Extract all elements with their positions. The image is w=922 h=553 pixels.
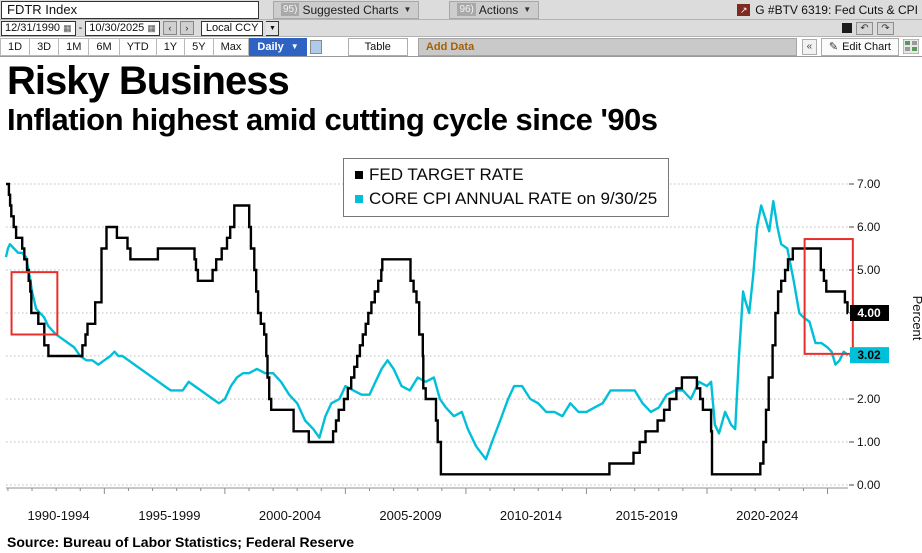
svg-text:2015-2019: 2015-2019 — [616, 508, 678, 523]
svg-text:2.00: 2.00 — [857, 392, 881, 406]
source-note: Source: Bureau of Labor Statistics; Fede… — [7, 534, 354, 550]
actions-number: 96) — [457, 3, 476, 16]
line-style-swatch[interactable] — [309, 39, 322, 54]
currency-value: Local CCY — [205, 22, 259, 34]
top-toolbar: FDTR Index 95) Suggested Charts ▼ 96) Ac… — [0, 0, 922, 20]
svg-text:4.00: 4.00 — [857, 306, 881, 320]
chart-toolbar: 1D 3D 1M 6M YTD 1Y 5Y Max Daily ▼ Table Add Dat… — [0, 37, 922, 57]
chart-area: 7.006.005.004.003.002.001.000.001990-199… — [0, 150, 922, 532]
calendar-icon[interactable]: ▦ — [63, 22, 72, 33]
window-square-icon[interactable] — [842, 23, 852, 33]
page-subtitle: Inflation highest amid cutting cycle sin… — [7, 102, 658, 138]
range-tab-ytd[interactable]: YTD — [119, 37, 157, 56]
chart-header: Risky Business Inflation highest amid cu… — [0, 57, 922, 150]
range-tab-6m[interactable]: 6M — [89, 37, 120, 56]
range-tab-3d[interactable]: 3D — [30, 37, 60, 56]
range-tab-1m[interactable]: 1M — [59, 37, 90, 56]
svg-text:1990-1994: 1990-1994 — [27, 508, 89, 523]
calendar-icon[interactable]: ▦ — [147, 22, 156, 33]
range-tab-max[interactable]: Max — [213, 37, 250, 56]
suggested-charts-button[interactable]: 95) Suggested Charts ▼ — [273, 0, 420, 19]
fed-series-swatch — [355, 171, 363, 179]
svg-text:Percent: Percent — [910, 296, 922, 341]
redo-button[interactable]: ↷ — [877, 21, 894, 35]
range-tab-1y[interactable]: 1Y — [156, 37, 186, 56]
chart-reference: ↗ G #BTV 6319: Fed Cuts & CPI — [737, 3, 922, 17]
currency-select[interactable]: Local CCY — [200, 20, 264, 36]
chart-toolbar-right: « ✎ Edit Chart — [801, 37, 919, 56]
ticker-input[interactable]: FDTR Index — [1, 0, 259, 19]
caret-down-icon[interactable]: ▼ — [266, 20, 280, 36]
date-to-input[interactable]: 10/30/2025 ▦ — [85, 20, 160, 36]
next-period-button[interactable]: › — [179, 21, 194, 35]
edit-chart-button[interactable]: ✎ Edit Chart — [820, 37, 899, 56]
collapse-button[interactable]: « — [801, 38, 817, 55]
page-title: Risky Business — [7, 59, 290, 103]
svg-text:1995-1999: 1995-1999 — [138, 508, 200, 523]
range-tabs: 1D 3D 1M 6M YTD 1Y 5Y Max — [0, 37, 250, 56]
range-tab-1d[interactable]: 1D — [0, 37, 31, 56]
date-from-input[interactable]: 12/31/1990 ▦ — [1, 20, 76, 36]
table-button[interactable]: Table — [347, 37, 408, 56]
period-select[interactable]: Daily ▼ — [249, 37, 307, 56]
svg-text:7.00: 7.00 — [857, 177, 881, 191]
suggested-charts-number: 95) — [281, 3, 300, 16]
svg-text:0.00: 0.00 — [857, 478, 881, 492]
external-link-icon[interactable]: ↗ — [737, 3, 751, 16]
svg-text:5.00: 5.00 — [857, 263, 881, 277]
chart-grid-icon[interactable] — [903, 39, 919, 54]
svg-text:6.00: 6.00 — [857, 220, 881, 234]
range-tab-5y[interactable]: 5Y — [185, 37, 214, 56]
prev-period-button[interactable]: ‹ — [162, 21, 177, 35]
caret-down-icon: ▼ — [290, 42, 299, 51]
date-separator: - — [78, 22, 83, 34]
legend-label-fed: FED TARGET RATE — [369, 165, 524, 184]
undo-button[interactable]: ↶ — [856, 21, 873, 35]
caret-down-icon: ▼ — [403, 5, 412, 14]
svg-text:2010-2014: 2010-2014 — [500, 508, 562, 523]
actions-button[interactable]: 96) Actions ▼ — [449, 0, 540, 19]
svg-text:2000-2004: 2000-2004 — [259, 508, 321, 523]
chart-reference-label: G #BTV 6319: Fed Cuts & CPI — [755, 2, 918, 17]
table-label: Table — [364, 40, 391, 53]
svg-text:2005-2009: 2005-2009 — [379, 508, 441, 523]
edit-chart-label: Edit Chart — [842, 40, 891, 53]
ticker-value: FDTR Index — [7, 2, 78, 17]
date-to-value: 10/30/2025 — [89, 22, 145, 34]
legend-item-cpi: CORE CPI ANNUAL RATE on 9/30/25 — [355, 187, 657, 211]
svg-text:3.02: 3.02 — [857, 348, 881, 362]
suggested-charts-label: Suggested Charts — [302, 2, 399, 17]
svg-text:1.00: 1.00 — [857, 435, 881, 449]
chart-legend: FED TARGET RATE CORE CPI ANNUAL RATE on … — [343, 158, 670, 217]
add-data-field[interactable]: Add Data — [417, 37, 797, 56]
chart-svg[interactable]: 7.006.005.004.003.002.001.000.001990-199… — [0, 150, 922, 532]
svg-text:2020-2024: 2020-2024 — [736, 508, 798, 523]
cpi-series-swatch — [355, 195, 363, 203]
period-value: Daily — [257, 40, 284, 53]
add-data-label: Add Data — [425, 40, 475, 53]
pencil-icon: ✎ — [828, 41, 839, 53]
actions-label: Actions — [478, 2, 519, 17]
date-from-value: 12/31/1990 — [5, 22, 61, 34]
caret-down-icon: ▼ — [523, 5, 532, 14]
date-toolbar: 12/31/1990 ▦ - 10/30/2025 ▦ ‹ › Local CC… — [0, 20, 922, 37]
legend-label-cpi: CORE CPI ANNUAL RATE on 9/30/25 — [369, 189, 658, 208]
legend-item-fed: FED TARGET RATE — [355, 163, 657, 187]
